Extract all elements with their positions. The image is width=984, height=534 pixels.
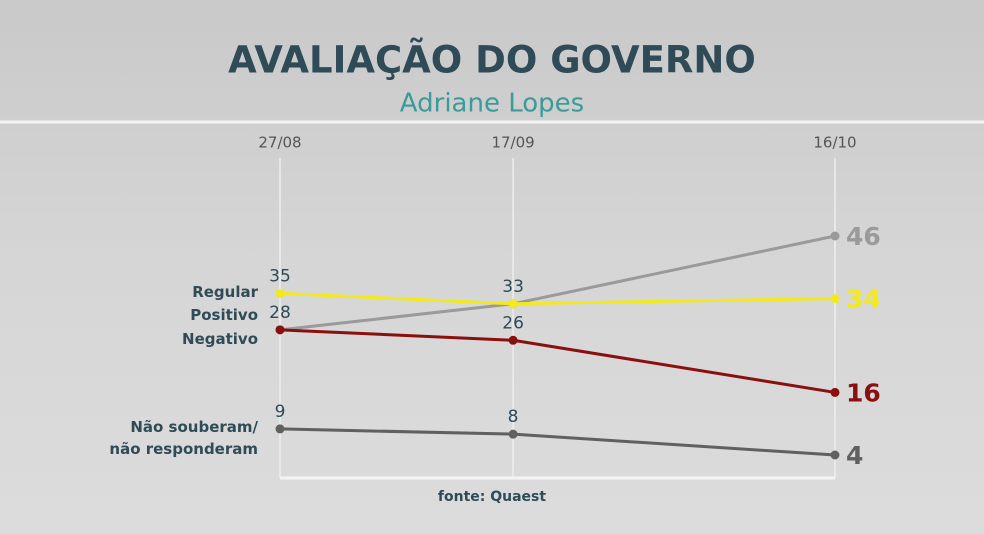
- value-label: 34: [846, 285, 881, 314]
- x-tick-label: 27/08: [258, 134, 301, 152]
- value-label: 16: [846, 378, 881, 407]
- value-label: 8: [508, 407, 519, 427]
- x-tick-label: 16/10: [813, 134, 856, 152]
- point: [830, 387, 840, 397]
- point: [275, 288, 285, 298]
- value-label: 26: [502, 313, 524, 333]
- series-line: [279, 234, 836, 332]
- series-name: Negativo: [182, 330, 258, 348]
- value-label: 33: [502, 277, 524, 297]
- value-label: 9: [275, 402, 286, 422]
- value-label: 46: [846, 222, 881, 251]
- point: [508, 429, 518, 439]
- chart-subtitle: Adriane Lopes: [400, 89, 584, 119]
- point: [508, 335, 518, 345]
- series-line: [279, 427, 836, 457]
- point: [508, 299, 518, 309]
- point: [275, 424, 285, 434]
- point: [830, 231, 840, 241]
- series-line: [279, 328, 836, 394]
- series-name: Não souberam/ não responderam: [109, 418, 258, 458]
- point: [830, 294, 840, 304]
- point: [830, 450, 840, 460]
- series-name: Positivo: [190, 306, 258, 324]
- x-tick-label: 17/09: [491, 134, 534, 152]
- value-label: 28: [269, 303, 291, 323]
- value-label: 4: [846, 441, 863, 470]
- value-label: 35: [269, 266, 291, 286]
- series-name: Regular: [192, 283, 258, 301]
- source: fonte: Quaest: [438, 489, 546, 505]
- chart-title: AVALIAÇÃO DO GOVERNO: [228, 38, 756, 82]
- point: [275, 325, 285, 335]
